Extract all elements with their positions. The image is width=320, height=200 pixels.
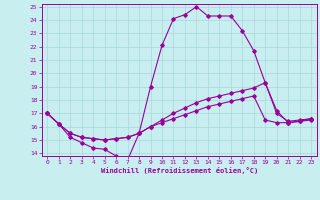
X-axis label: Windchill (Refroidissement éolien,°C): Windchill (Refroidissement éolien,°C) [100,167,258,174]
